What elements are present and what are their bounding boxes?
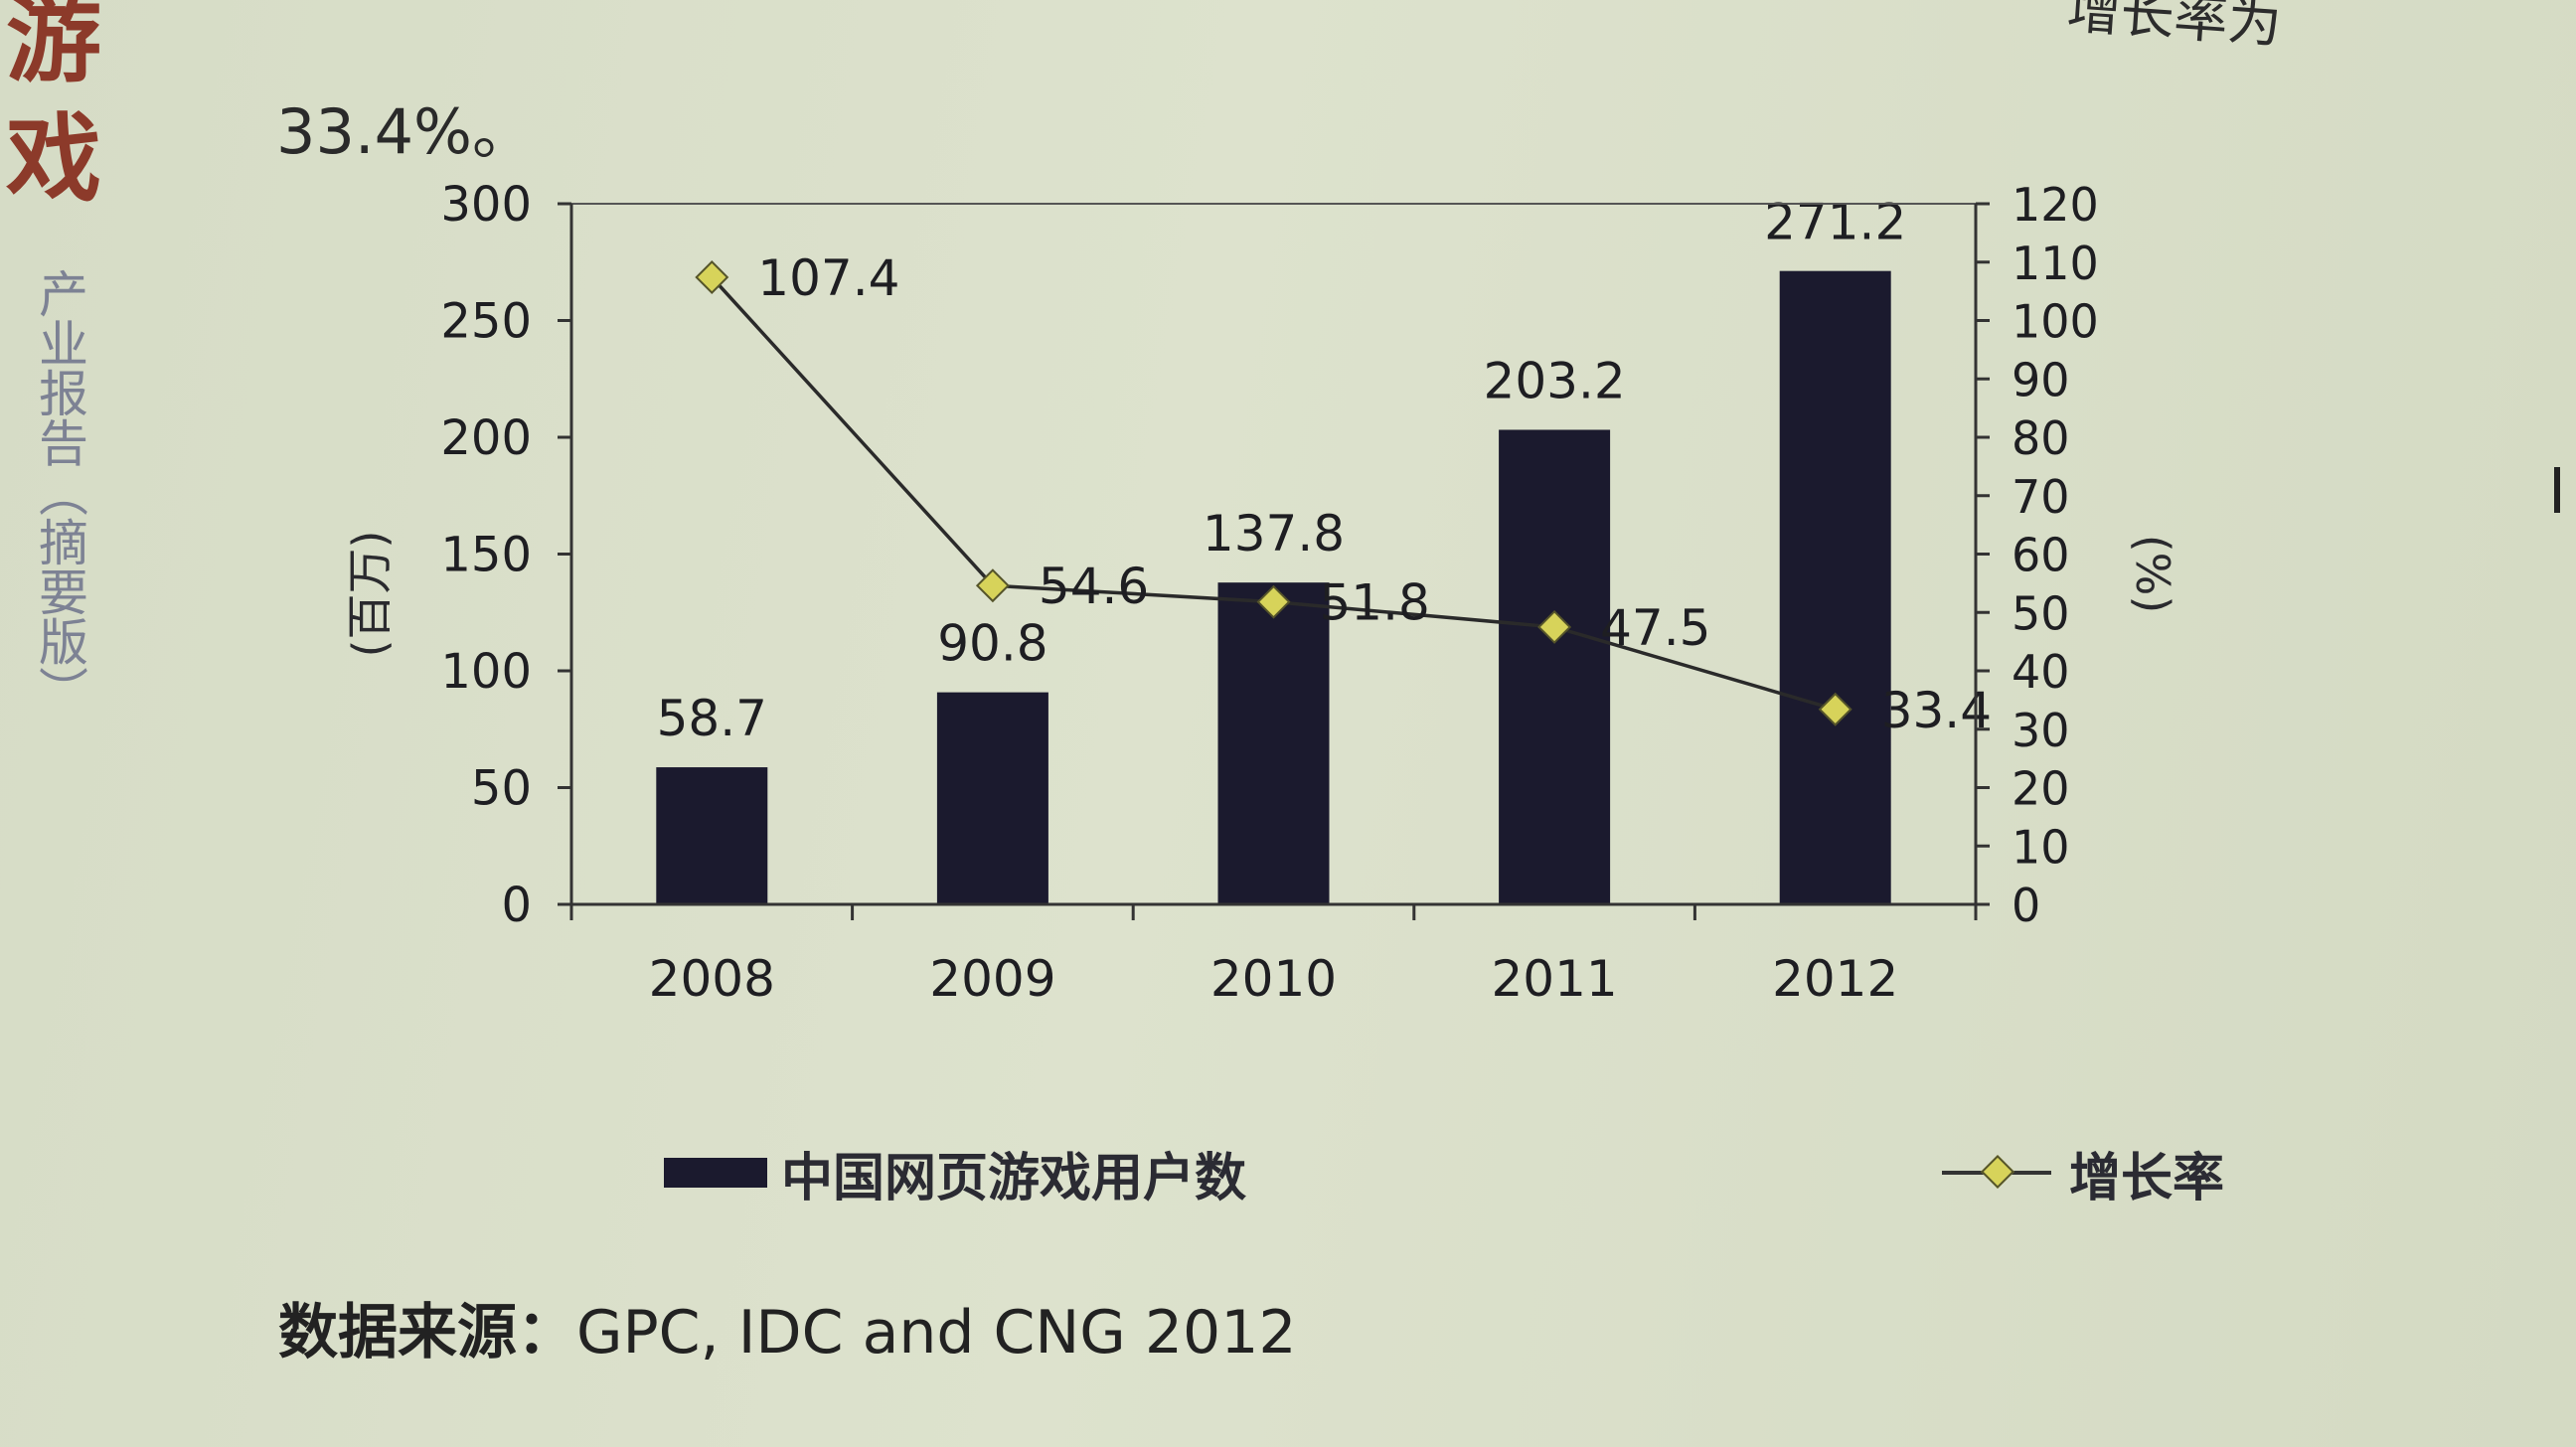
growth-marker [695, 260, 729, 294]
page-edge-mark [2554, 467, 2560, 513]
right-tick-label: 90 [2012, 353, 2070, 406]
bar-data-label: 271.2 [1764, 194, 1906, 251]
right-axis-label: (%) [2126, 535, 2179, 614]
left-tick-label: 100 [440, 644, 532, 700]
left-tick-label: 250 [440, 294, 532, 350]
left-axis-label: (百万) [343, 531, 397, 658]
bar-data-label: 203.2 [1484, 352, 1626, 409]
left-tick-label: 300 [440, 177, 532, 233]
intro-text: 33.4%。 [276, 95, 534, 168]
right-tick-label: 10 [2012, 820, 2070, 874]
data-source-note: 数据来源：GPC, IDC and CNG 2012 [278, 1284, 1297, 1370]
right-tick-label: 30 [2012, 704, 2070, 757]
growth-data-label: 107.4 [757, 249, 899, 307]
left-tick-label: 150 [440, 528, 532, 583]
bar [656, 767, 768, 904]
bar [1217, 582, 1330, 904]
diamond-marker-icon [1981, 1155, 2014, 1189]
left-tick-label: 0 [501, 878, 532, 933]
right-tick-label: 70 [2012, 470, 2070, 524]
x-tick-label: 2010 [1210, 950, 1337, 1008]
bar-data-label: 58.7 [657, 690, 767, 747]
growth-data-label: 51.8 [1320, 574, 1430, 632]
growth-marker [1537, 609, 1572, 644]
right-tick-label: 0 [2012, 879, 2040, 932]
legend-line-swatch [1942, 1155, 2052, 1189]
x-tick-label: 2008 [649, 950, 775, 1008]
growth-data-label: 54.6 [1039, 558, 1149, 615]
growth-line-series: 107.4 54.6 51.8 47.5 33.4 [695, 249, 1992, 739]
legend-line-label: 增长率 [2069, 1148, 2225, 1208]
right-tick-label: 50 [2012, 586, 2070, 640]
growth-marker [975, 568, 1010, 603]
x-tick-label: 2012 [1772, 950, 1898, 1008]
legend-bar-swatch [664, 1158, 767, 1188]
growth-marker [1256, 584, 1291, 619]
left-axis: 0 50 100 150 200 250 300 [440, 177, 571, 933]
bar-series: 58.7 90.8 137.8 203.2 271.2 [656, 194, 1906, 904]
right-tick-label: 40 [2012, 645, 2070, 699]
growth-data-label: 33.4 [1881, 682, 1992, 739]
bar [936, 692, 1048, 904]
left-tick-label: 200 [440, 410, 532, 466]
right-tick-label: 20 [2012, 762, 2070, 816]
left-tick-label: 50 [471, 761, 532, 817]
side-section-caption: 产业报告（摘要版） [31, 268, 88, 716]
growth-marker [1818, 692, 1852, 726]
bar [1779, 270, 1891, 904]
data-source-text: GPC, IDC and CNG 2012 [576, 1298, 1297, 1367]
bar-data-label: 90.8 [937, 615, 1047, 673]
right-tick-label: 110 [2012, 237, 2099, 290]
bar-data-label: 137.8 [1203, 505, 1345, 563]
data-source-label: 数据来源： [278, 1298, 576, 1367]
right-tick-label: 100 [2012, 295, 2099, 349]
right-tick-label: 80 [2012, 411, 2070, 465]
x-tick-label: 2011 [1491, 950, 1617, 1008]
x-tick-label: 2009 [929, 950, 1055, 1008]
right-tick-label: 60 [2012, 529, 2070, 582]
x-axis: 2008 2009 2010 2011 2012 [569, 904, 1978, 1008]
side-section-title: 游戏 [6, 0, 101, 215]
bar [1499, 429, 1611, 904]
right-tick-label: 120 [2012, 178, 2099, 232]
legend-bar-label: 中国网页游戏用户数 [781, 1148, 1247, 1208]
growth-data-label: 47.5 [1600, 599, 1710, 657]
chart-legend: 中国网页游戏用户数 增长率 [664, 1133, 2224, 1212]
